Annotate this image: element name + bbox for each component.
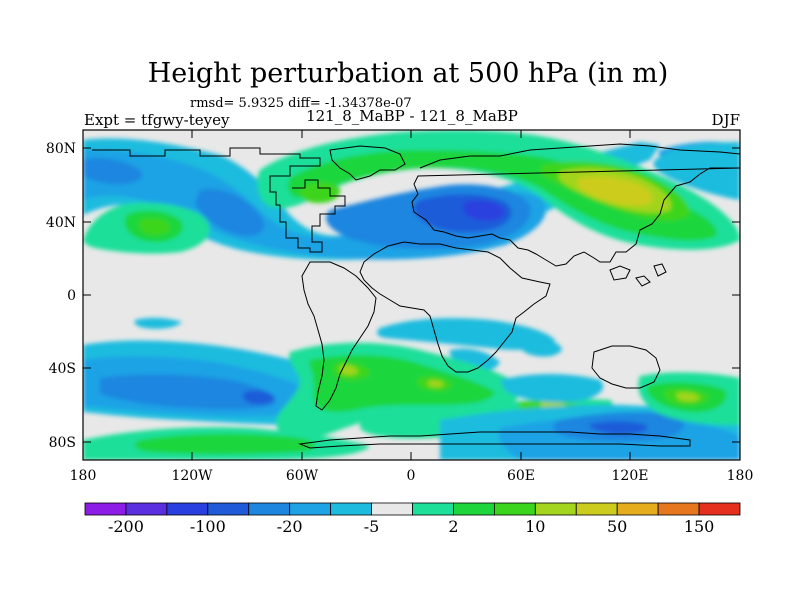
contour-region [242, 390, 275, 405]
colorbar-label: 2 [448, 517, 458, 536]
colorbar-swatch [248, 502, 291, 516]
colorbar [84, 502, 741, 516]
contour-region [83, 158, 531, 250]
y-tick-label: 80S [49, 435, 76, 451]
coastline-greenland [329, 145, 406, 181]
colorbar-swatch [534, 502, 577, 516]
chart-subtitle: rmsd= 5.9325 diff= -1.34378e-07 [190, 96, 412, 111]
colorbar-swatch [698, 502, 741, 516]
x-tick-label: 120W [171, 468, 213, 484]
contour-region [500, 374, 604, 403]
left-label: Expt = tfgwy-teyey [84, 111, 230, 129]
colorbar-label: 50 [607, 517, 627, 536]
colorbar-swatch [493, 502, 536, 516]
colorbar-swatch [166, 502, 209, 516]
x-tick-label: 180 [70, 468, 97, 484]
chart-title: Height perturbation at 500 hPa (in m) [148, 58, 669, 89]
map-field [83, 130, 740, 460]
coastline-australia [591, 345, 661, 389]
x-tick-labels: 180 120W 60W 0 60E 120E 180 [70, 468, 754, 484]
contour-region [333, 362, 452, 391]
colorbar-label: -200 [108, 517, 144, 536]
colorbar-swatch [125, 502, 168, 516]
colorbar-swatch [330, 502, 372, 516]
colorbar-swatch [289, 502, 332, 516]
x-tick-label: 60E [507, 468, 535, 484]
colorbar-label: 10 [525, 517, 545, 536]
contour-region [100, 374, 276, 410]
contour-region [377, 318, 555, 350]
y-tick-label: 40N [46, 215, 76, 231]
colorbar-swatch [207, 502, 250, 516]
colorbar-swatch [616, 502, 659, 516]
colorbar-label: 150 [684, 517, 715, 536]
coastline-antarctica [298, 431, 691, 449]
colorbar-swatch [657, 502, 700, 516]
contour-fill-layer [83, 130, 740, 460]
colorbar-label: -5 [364, 517, 380, 536]
coastline-south-america [301, 261, 377, 411]
tick-marks [82, 130, 741, 460]
axis-ticks [82, 130, 741, 460]
colorbar-labels: -200 -100 -20 -5 2 10 50 150 [108, 517, 714, 536]
contour-region [138, 218, 170, 236]
center-label: 121_8_MaBP - 121_8_MaBP [306, 107, 518, 125]
x-tick-label: 120E [612, 468, 649, 484]
coastline-islands [609, 263, 667, 287]
y-tick-label: 40S [49, 361, 76, 377]
contour-region [676, 392, 700, 402]
contour-region [577, 176, 653, 206]
colorbar-swatch [575, 502, 618, 516]
coastline-north-america [92, 147, 346, 253]
colorbar-label: -100 [190, 517, 226, 536]
contour-region [518, 338, 562, 357]
colorbar-swatch [453, 502, 495, 516]
coastline-eurasia [411, 143, 740, 267]
contour-region [134, 433, 315, 455]
y-tick-labels: 80N 40N 0 40S 80S [46, 141, 76, 451]
x-tick-label: 0 [407, 468, 416, 484]
contour-region [287, 150, 717, 241]
colorbar-swatch [412, 502, 454, 516]
y-tick-label: 80N [46, 141, 76, 157]
contour-region [134, 317, 182, 329]
contour-region [340, 365, 444, 388]
x-tick-label: 60W [286, 468, 319, 484]
continent-outlines [92, 143, 740, 449]
contour-region [463, 200, 505, 221]
colorbar-label: -20 [277, 517, 303, 536]
x-tick-label: 180 [727, 468, 754, 484]
y-tick-label: 0 [67, 288, 76, 304]
coastline-africa [359, 241, 551, 373]
right-label: DJF [712, 111, 740, 129]
contour-region [653, 142, 740, 200]
contour-region [589, 421, 648, 435]
colorbar-swatch [371, 502, 413, 516]
colorbar-swatch [84, 502, 127, 516]
